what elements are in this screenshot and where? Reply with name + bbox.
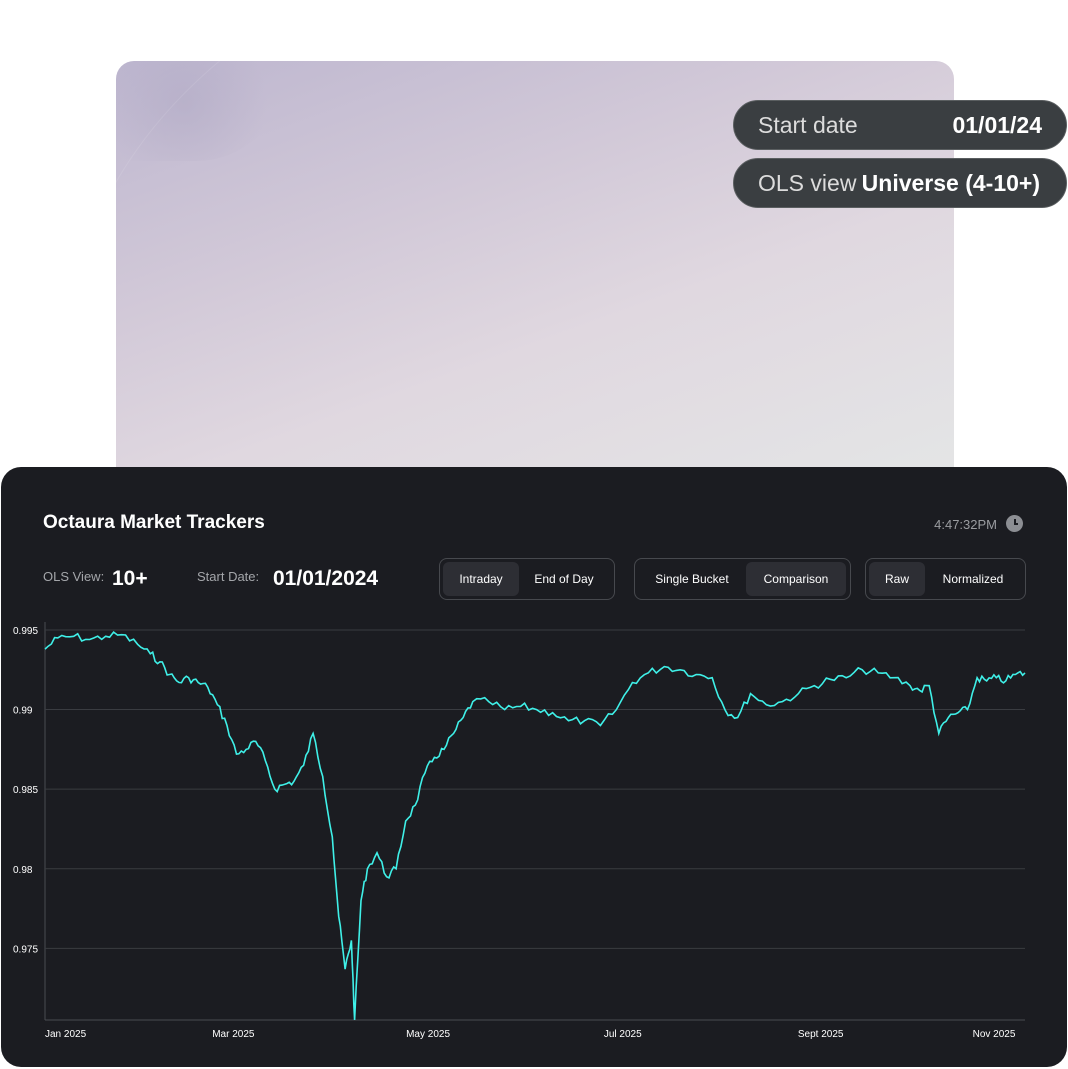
x-tick-label: Jul 2025: [604, 1029, 642, 1040]
ols-view-field-value: 10+: [112, 567, 148, 590]
clock-icon[interactable]: [1006, 515, 1023, 532]
intraday-button[interactable]: Intraday: [443, 562, 519, 596]
y-tick-label: 0.98: [13, 865, 33, 876]
ols-view-value: Universe (4-10+): [861, 169, 1040, 196]
single-bucket-button[interactable]: Single Bucket: [655, 572, 729, 586]
ols-view-label: OLS view: [758, 169, 857, 196]
y-tick-label: 0.985: [13, 785, 38, 796]
series-line: [44, 630, 1026, 1021]
mode-toggle: Intraday End of Day: [439, 558, 615, 600]
price-chart: 0.995 0.99 0.985 0.98 0.975 Jan 2025 Mar 2025…: [13, 622, 1026, 1040]
y-tick-label: 0.995: [13, 626, 38, 637]
bucket-toggle: Single Bucket Comparison: [634, 558, 851, 600]
x-tick-label: Jan 2025: [45, 1029, 87, 1040]
y-tick-label: 0.975: [13, 944, 38, 955]
normalized-button[interactable]: Normalized: [942, 572, 1004, 586]
raw-button[interactable]: Raw: [869, 562, 925, 596]
start-date-label: Start date: [758, 111, 858, 138]
y-tick-label: 0.99: [13, 706, 33, 717]
start-date-field-label: Start Date:: [197, 569, 260, 584]
ols-view-pill[interactable]: OLS view Universe (4-10+): [733, 158, 1067, 208]
comparison-button[interactable]: Comparison: [746, 562, 846, 596]
end-of-day-button[interactable]: End of Day: [534, 572, 594, 586]
ols-view-field-label: OLS View:: [43, 569, 105, 584]
scale-toggle: Raw Normalized: [865, 558, 1026, 600]
start-date-value: 01/01/24: [952, 111, 1042, 138]
x-tick-label: May 2025: [406, 1029, 450, 1040]
x-tick-label: Mar 2025: [212, 1029, 255, 1040]
panel-title: Octaura Market Trackers: [43, 512, 265, 533]
market-tracker-panel: Octaura Market Trackers 4:47:32PM OLS Vi…: [1, 467, 1067, 1067]
x-tick-label: Nov 2025: [973, 1029, 1016, 1040]
start-date-field-value: 01/01/2024: [273, 567, 379, 590]
start-date-pill[interactable]: Start date 01/01/24: [733, 100, 1067, 150]
x-tick-label: Sept 2025: [798, 1029, 844, 1040]
time-readout: 4:47:32PM: [934, 517, 997, 532]
